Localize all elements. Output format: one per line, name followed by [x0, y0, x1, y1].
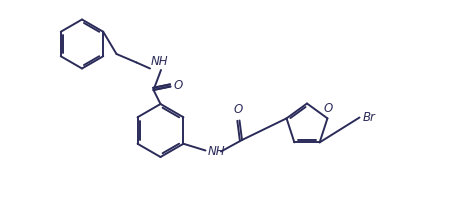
Text: NH: NH [151, 55, 169, 68]
Text: O: O [324, 102, 333, 115]
Text: O: O [234, 103, 243, 116]
Text: NH: NH [207, 145, 225, 158]
Text: O: O [174, 79, 183, 92]
Text: Br: Br [363, 111, 375, 124]
